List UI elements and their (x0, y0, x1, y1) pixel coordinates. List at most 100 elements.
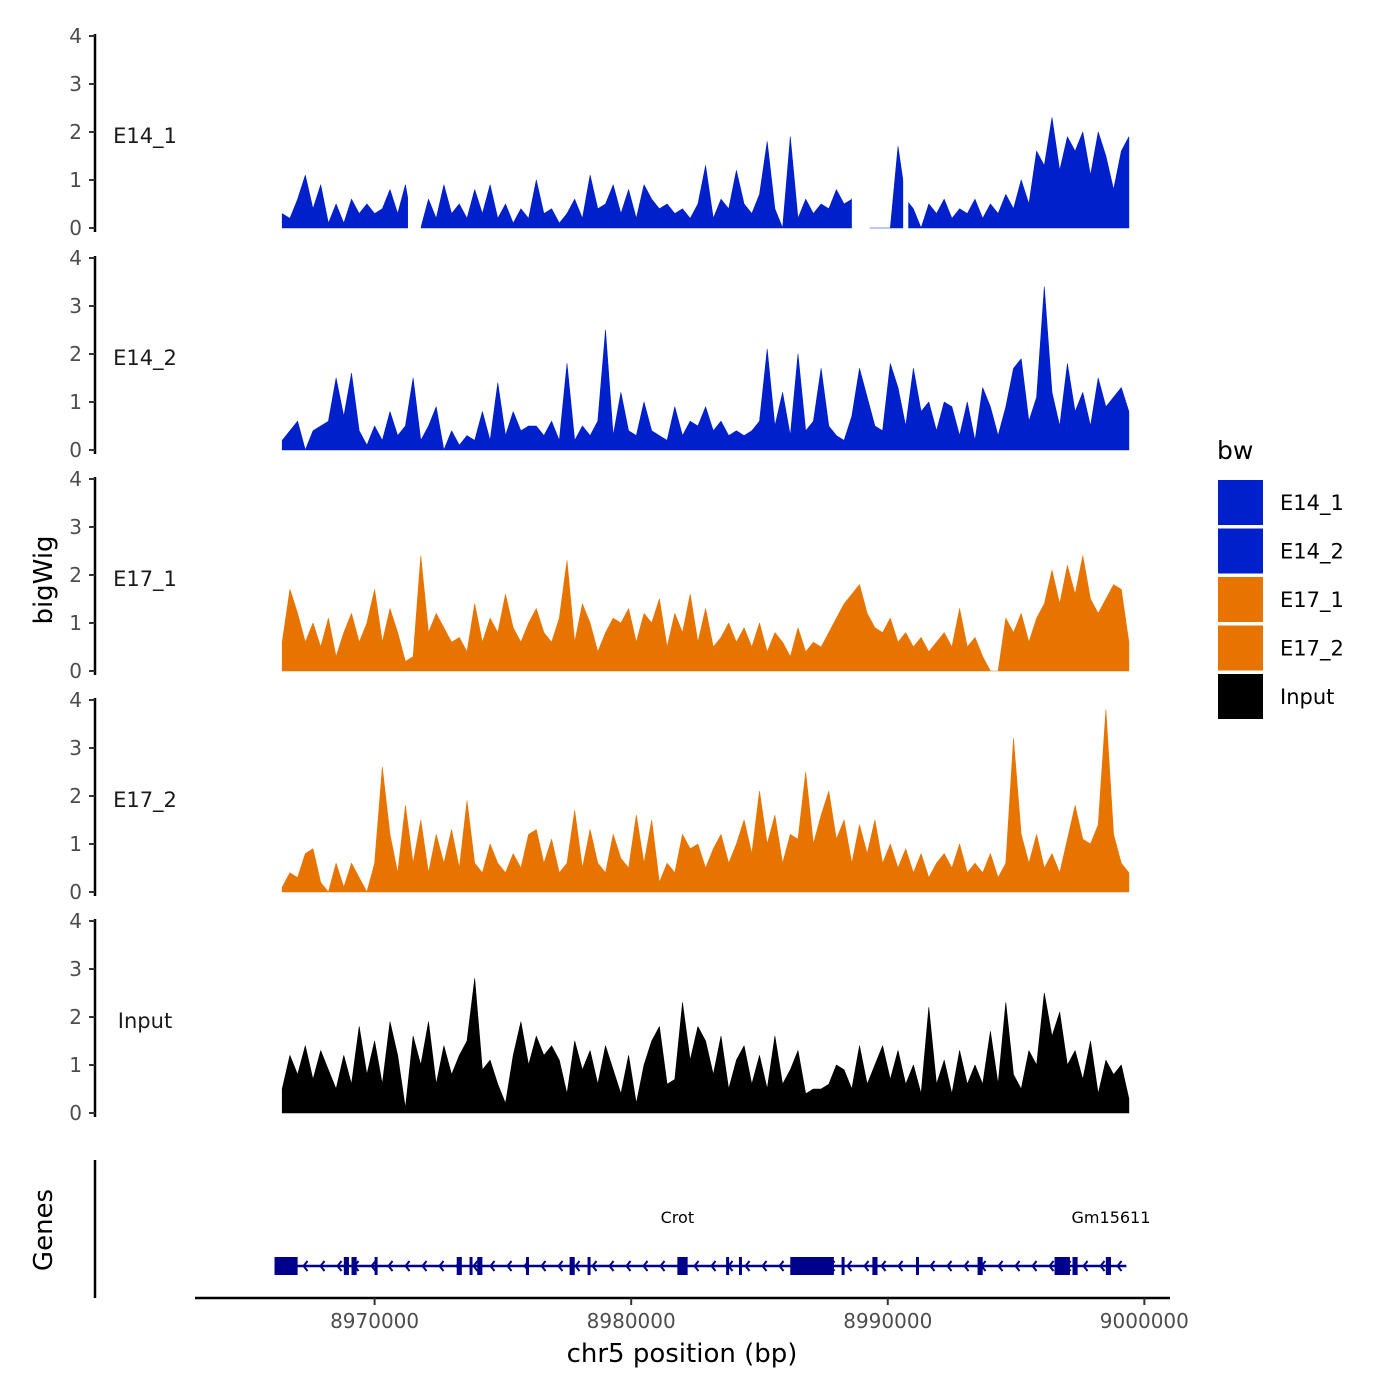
strand-chevron (642, 1260, 649, 1272)
y-tick-label: 3 (69, 736, 82, 760)
y-tick-label: 1 (69, 611, 82, 635)
y-tick-label: 0 (69, 1101, 82, 1125)
x-axis-title: chr5 position (bp) (567, 1339, 798, 1369)
gene-gm15611: Gm15611 (918, 1208, 1151, 1275)
strand-chevron (963, 1260, 970, 1272)
legend-swatch (1218, 528, 1263, 574)
gene-exon (469, 1257, 473, 1275)
y-tick-label: 3 (69, 515, 82, 539)
strand-chevron (489, 1260, 496, 1272)
strand-chevron (591, 1260, 598, 1272)
strand-chevron (1031, 1260, 1038, 1272)
gene-exon (872, 1257, 878, 1275)
gene-label: Crot (661, 1208, 694, 1227)
strand-chevron (880, 1260, 887, 1272)
legend-label: E14_2 (1280, 540, 1344, 565)
strand-chevron (929, 1260, 936, 1272)
gene-label: Gm15611 (1072, 1208, 1151, 1227)
strand-chevron (608, 1260, 615, 1272)
strand-chevron (659, 1260, 666, 1272)
legend-swatch (1218, 480, 1263, 525)
strand-chevron (744, 1260, 751, 1272)
y-axis-title: bigWig (29, 535, 59, 624)
gene-exon (569, 1257, 575, 1275)
gene-exon (343, 1257, 349, 1275)
y-tick-label: 4 (69, 909, 82, 933)
gene-exon (456, 1257, 462, 1275)
track-e14-2: 0 1 2 3 4 E14_2 (69, 246, 1130, 462)
gene-exon (351, 1257, 357, 1275)
y-tick-label: 0 (69, 216, 82, 240)
genes-axis-title: Genes (29, 1189, 59, 1271)
gene-exon (525, 1257, 529, 1275)
area-series-e14-2 (281, 286, 1130, 451)
gene-exon (726, 1257, 730, 1275)
strand-chevron (997, 1260, 1004, 1272)
strand-chevron (693, 1260, 700, 1272)
strand-chevron (506, 1260, 513, 1272)
legend-swatch (1218, 625, 1263, 671)
strand-chevron (1048, 1260, 1055, 1272)
y-tick-label: 4 (69, 246, 82, 270)
strand-chevron (778, 1260, 785, 1272)
legend-swatch (1218, 577, 1263, 622)
gene-exon (915, 1257, 919, 1275)
gene-exon (374, 1257, 378, 1275)
track-label: Input (118, 1009, 172, 1033)
coverage-gap (903, 35, 909, 229)
y-tick-label: 4 (69, 688, 82, 712)
y-tick-label: 4 (69, 467, 82, 491)
y-tick-label: 2 (69, 120, 82, 144)
gene-exon (477, 1257, 483, 1275)
y-tick-label: 1 (69, 168, 82, 192)
strand-chevron (710, 1260, 717, 1272)
strand-chevron (761, 1260, 768, 1272)
track-label: E17_1 (113, 567, 177, 592)
strand-chevron (557, 1260, 564, 1272)
gene-crot: Crot (274, 1208, 919, 1275)
strand-chevron (540, 1260, 547, 1272)
x-axis: 8970000 8980000 8990000 9000000 (195, 1296, 1189, 1333)
y-tick-label: 4 (69, 24, 82, 48)
y-tick-label: 0 (69, 659, 82, 683)
x-tick-label: 8980000 (587, 1309, 676, 1333)
legend-label: E14_1 (1280, 491, 1344, 516)
gene-exon (790, 1257, 834, 1275)
x-tick-label: 8990000 (843, 1309, 932, 1333)
strand-chevron (1116, 1260, 1123, 1272)
y-tick-label: 0 (69, 438, 82, 462)
x-tick-label: 9000000 (1100, 1309, 1189, 1333)
gene-exon (274, 1257, 298, 1275)
strand-chevron (472, 1260, 479, 1272)
y-tick-label: 1 (69, 1053, 82, 1077)
track-input: 0 1 2 3 4 Input (69, 909, 1130, 1125)
strand-chevron (1082, 1260, 1089, 1272)
track-e17-2: 0 1 2 3 4 E17_2 (69, 688, 1130, 904)
y-tick-label: 2 (69, 342, 82, 366)
legend-swatch (1218, 674, 1263, 719)
legend-label: Input (1280, 685, 1334, 709)
strand-chevron (404, 1260, 411, 1272)
area-series-input (281, 978, 1130, 1114)
y-tick-label: 3 (69, 72, 82, 96)
y-tick-label: 2 (69, 1005, 82, 1029)
legend-label: E17_1 (1280, 588, 1344, 613)
y-tick-label: 3 (69, 957, 82, 981)
gene-exon (1054, 1257, 1070, 1275)
legend-title: bw (1217, 436, 1253, 465)
track-label: E17_2 (113, 788, 177, 813)
strand-chevron (438, 1260, 445, 1272)
track-e17-1: 0 1 2 3 4 E17_1 (69, 467, 1130, 683)
y-tick-label: 2 (69, 563, 82, 587)
strand-chevron (319, 1260, 326, 1272)
gene-exon (677, 1257, 688, 1275)
strand-chevron (846, 1260, 853, 1272)
gene-exon (841, 1257, 845, 1275)
area-series-e17-1 (281, 555, 1130, 672)
gene-exon (1072, 1257, 1078, 1275)
gene-exon (587, 1257, 591, 1275)
strand-chevron (421, 1260, 428, 1272)
gene-exon (738, 1257, 742, 1275)
strand-chevron (387, 1260, 394, 1272)
